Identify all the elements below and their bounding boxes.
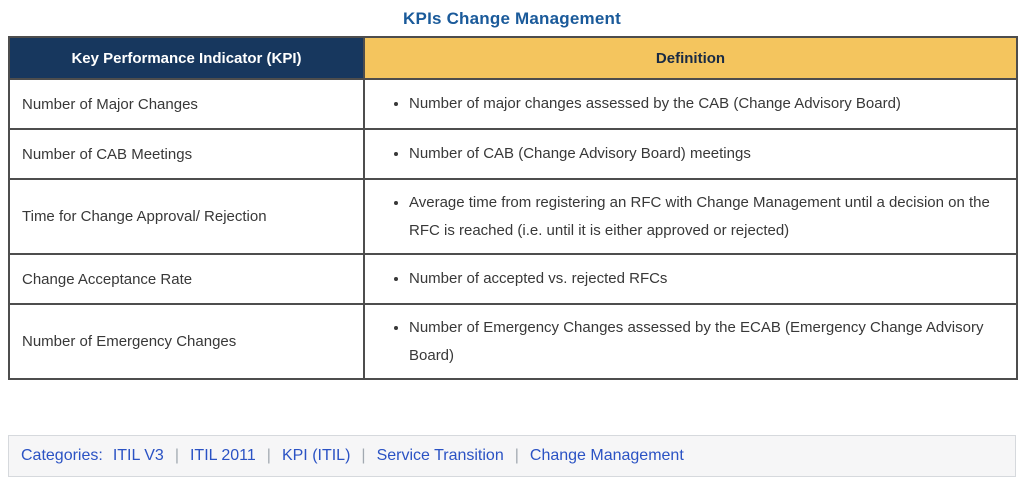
- kpi-cell: Change Acceptance Rate: [8, 253, 365, 305]
- categories-label: Categories:: [21, 447, 103, 464]
- definition-item: Number of CAB (Change Advisory Board) me…: [409, 140, 1006, 168]
- page-title: KPIs Change Management: [403, 9, 621, 28]
- definition-cell: Number of major changes assessed by the …: [363, 78, 1018, 130]
- definition-cell: Number of accepted vs. rejected RFCs: [363, 253, 1018, 305]
- definition-cell: Number of Emergency Changes assessed by …: [363, 303, 1018, 380]
- definition-item: Number of major changes assessed by the …: [409, 90, 1006, 118]
- separator: |: [266, 447, 271, 464]
- table-header-row: Key Performance Indicator (KPI) Definiti…: [8, 36, 1018, 80]
- definition-item: Number of accepted vs. rejected RFCs: [409, 265, 1006, 293]
- category-link-change-management[interactable]: Change Management: [529, 447, 684, 464]
- category-link-itil-2011[interactable]: ITIL 2011: [189, 447, 256, 464]
- definition-item: Number of Emergency Changes assessed by …: [409, 314, 1006, 370]
- definition-cell: Average time from registering an RFC wit…: [363, 178, 1018, 255]
- table-row: Number of Emergency Changes Number of Em…: [8, 303, 1018, 380]
- kpi-cell: Number of CAB Meetings: [8, 128, 365, 180]
- kpi-definition-table: Key Performance Indicator (KPI) Definiti…: [8, 36, 1018, 380]
- definition-cell: Number of CAB (Change Advisory Board) me…: [363, 128, 1018, 180]
- categories-bar: Categories: ITIL V3 | ITIL 2011 | KPI (I…: [8, 435, 1016, 477]
- definition-item: Average time from registering an RFC wit…: [409, 189, 1006, 245]
- kpi-cell: Number of Emergency Changes: [8, 303, 365, 380]
- kpi-cell: Number of Major Changes: [8, 78, 365, 130]
- category-link-kpi-itil[interactable]: KPI (ITIL): [281, 447, 351, 464]
- definition-column-header: Definition: [363, 36, 1018, 80]
- separator: |: [361, 447, 366, 464]
- category-link-service-transition[interactable]: Service Transition: [376, 447, 504, 464]
- table-row: Number of Major Changes Number of major …: [8, 78, 1018, 130]
- kpi-cell: Time for Change Approval/ Rejection: [8, 178, 365, 255]
- table-row: Change Acceptance Rate Number of accepte…: [8, 253, 1018, 305]
- kpi-column-header: Key Performance Indicator (KPI): [8, 36, 365, 80]
- table-row: Time for Change Approval/ Rejection Aver…: [8, 178, 1018, 255]
- separator: |: [174, 447, 179, 464]
- separator: |: [514, 447, 519, 464]
- category-link-itil-v3[interactable]: ITIL V3: [112, 447, 164, 464]
- table-row: Number of CAB Meetings Number of CAB (Ch…: [8, 128, 1018, 180]
